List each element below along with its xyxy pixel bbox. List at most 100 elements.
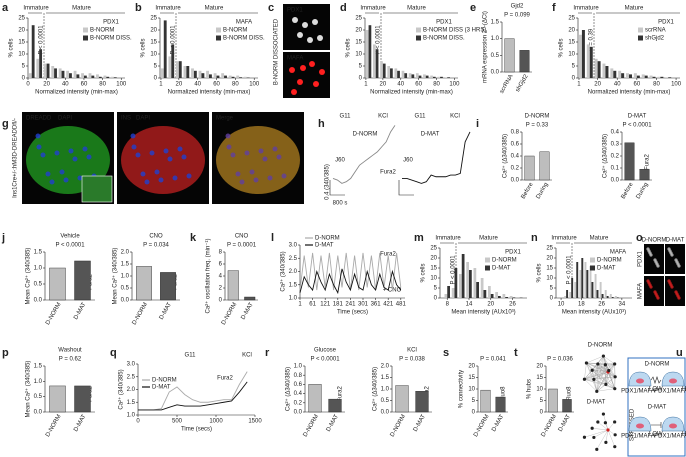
network-label: D-NORM: [588, 343, 613, 349]
cell: [253, 177, 259, 183]
cell: [595, 389, 599, 393]
bar: [668, 77, 672, 78]
y-tick-label: 5: [359, 64, 363, 70]
y-tick-label: 25: [18, 16, 25, 22]
legend-swatch: [416, 27, 421, 33]
bar: [213, 73, 217, 78]
bar: [447, 286, 451, 298]
bar: [586, 44, 590, 78]
nucleus: [669, 378, 677, 384]
y-axis-label: Ca²⁺ (Δ340/385): [602, 134, 609, 178]
legend-label: D-MAT: [315, 243, 334, 249]
bar: [611, 297, 614, 298]
bar: [373, 44, 376, 78]
panel-title: Washout: [58, 348, 82, 354]
bar: [239, 77, 243, 78]
y-tick-label: 0.0: [34, 410, 43, 416]
y-axis-label: % cells: [421, 263, 427, 282]
edge: [584, 370, 609, 380]
bar: [224, 75, 227, 78]
cell: [172, 175, 178, 181]
bar: [418, 75, 422, 78]
bar: [574, 282, 577, 298]
bar: [639, 168, 650, 181]
edge: [584, 363, 615, 380]
cell: [262, 156, 268, 162]
annotation: P = 0.33: [526, 123, 549, 129]
cell: [604, 382, 608, 387]
y-tick-label: 20: [536, 364, 543, 370]
cell: [613, 362, 617, 366]
edge: [586, 362, 609, 371]
bar: [49, 267, 66, 301]
x-tick-label: 100: [449, 82, 460, 88]
nucleus: [669, 423, 677, 429]
bar: [46, 63, 50, 78]
cell-level: LOW: [649, 387, 663, 393]
annotation: Immature: [360, 6, 386, 12]
bar: [636, 75, 640, 78]
bar: [58, 68, 62, 78]
edge: [584, 363, 598, 380]
bar: [193, 70, 197, 78]
micrograph: [283, 52, 330, 98]
cell: [45, 171, 51, 177]
legend-swatch: [590, 257, 595, 263]
bar: [604, 290, 607, 298]
legend-label: B-NORM: [90, 28, 114, 34]
bar: [490, 294, 494, 298]
cell: [226, 144, 232, 150]
cell: [135, 152, 141, 158]
y-tick-label: 0.0: [511, 178, 520, 184]
bar: [610, 68, 614, 78]
bar: [231, 76, 235, 78]
edge: [597, 363, 609, 371]
bar: [51, 66, 55, 78]
panel-title: Gjd2: [511, 4, 524, 10]
bar: [136, 266, 152, 301]
edge: [596, 429, 609, 450]
annotation: P < 0.0001: [622, 123, 652, 129]
cell: [249, 169, 255, 175]
panel-title: PDX1: [436, 20, 452, 26]
y-axis-label: % cells: [537, 263, 543, 282]
annotation: P = 0.034: [143, 243, 169, 249]
y-tick-label: 1.0: [34, 379, 43, 385]
legend-label: B-NORM: [223, 28, 247, 34]
bar: [328, 398, 342, 413]
cell: [649, 285, 653, 289]
annotation: Immature: [435, 236, 461, 242]
x-axis-label: Normalized intensity (min-max): [35, 90, 118, 96]
x-axis-label: Mean intensity (AUx10³): [451, 310, 515, 316]
y-tick-label: 2.0: [127, 387, 136, 393]
bar: [519, 50, 530, 73]
x-tick-label: 60: [415, 82, 422, 88]
cell-label: PDX1/MAFA: [654, 434, 686, 440]
bar: [236, 75, 240, 78]
edge: [586, 362, 615, 365]
panel-label: d: [340, 2, 347, 14]
y-tick-label: 10: [355, 52, 362, 58]
cell-label: PDX1/MAFA: [654, 389, 686, 395]
bar: [633, 73, 637, 78]
cell: [149, 150, 155, 156]
y-tick-label: 0: [434, 296, 438, 302]
y-tick-label: 0: [22, 76, 26, 82]
image-label: DAPI: [58, 116, 72, 122]
cell: [186, 173, 192, 179]
edge: [596, 364, 599, 392]
cell: [82, 146, 88, 152]
panel-label: c: [268, 2, 274, 14]
x-tick-label: 241: [345, 302, 356, 308]
cell: [131, 144, 137, 150]
y-axis-label: % cells: [9, 38, 15, 57]
y-tick-label: 20: [355, 28, 362, 34]
x-tick-label: scrRNA: [499, 74, 515, 95]
x-tick-label: 40: [194, 82, 201, 88]
y-tick-label: 25: [568, 16, 575, 22]
y-axis-label: Ca²⁺ (340/385): [280, 251, 287, 291]
edge: [584, 364, 606, 380]
bar: [382, 63, 386, 78]
panel-title: CNO: [149, 234, 163, 240]
legend-label: B-NORM DISS.: [423, 36, 465, 42]
